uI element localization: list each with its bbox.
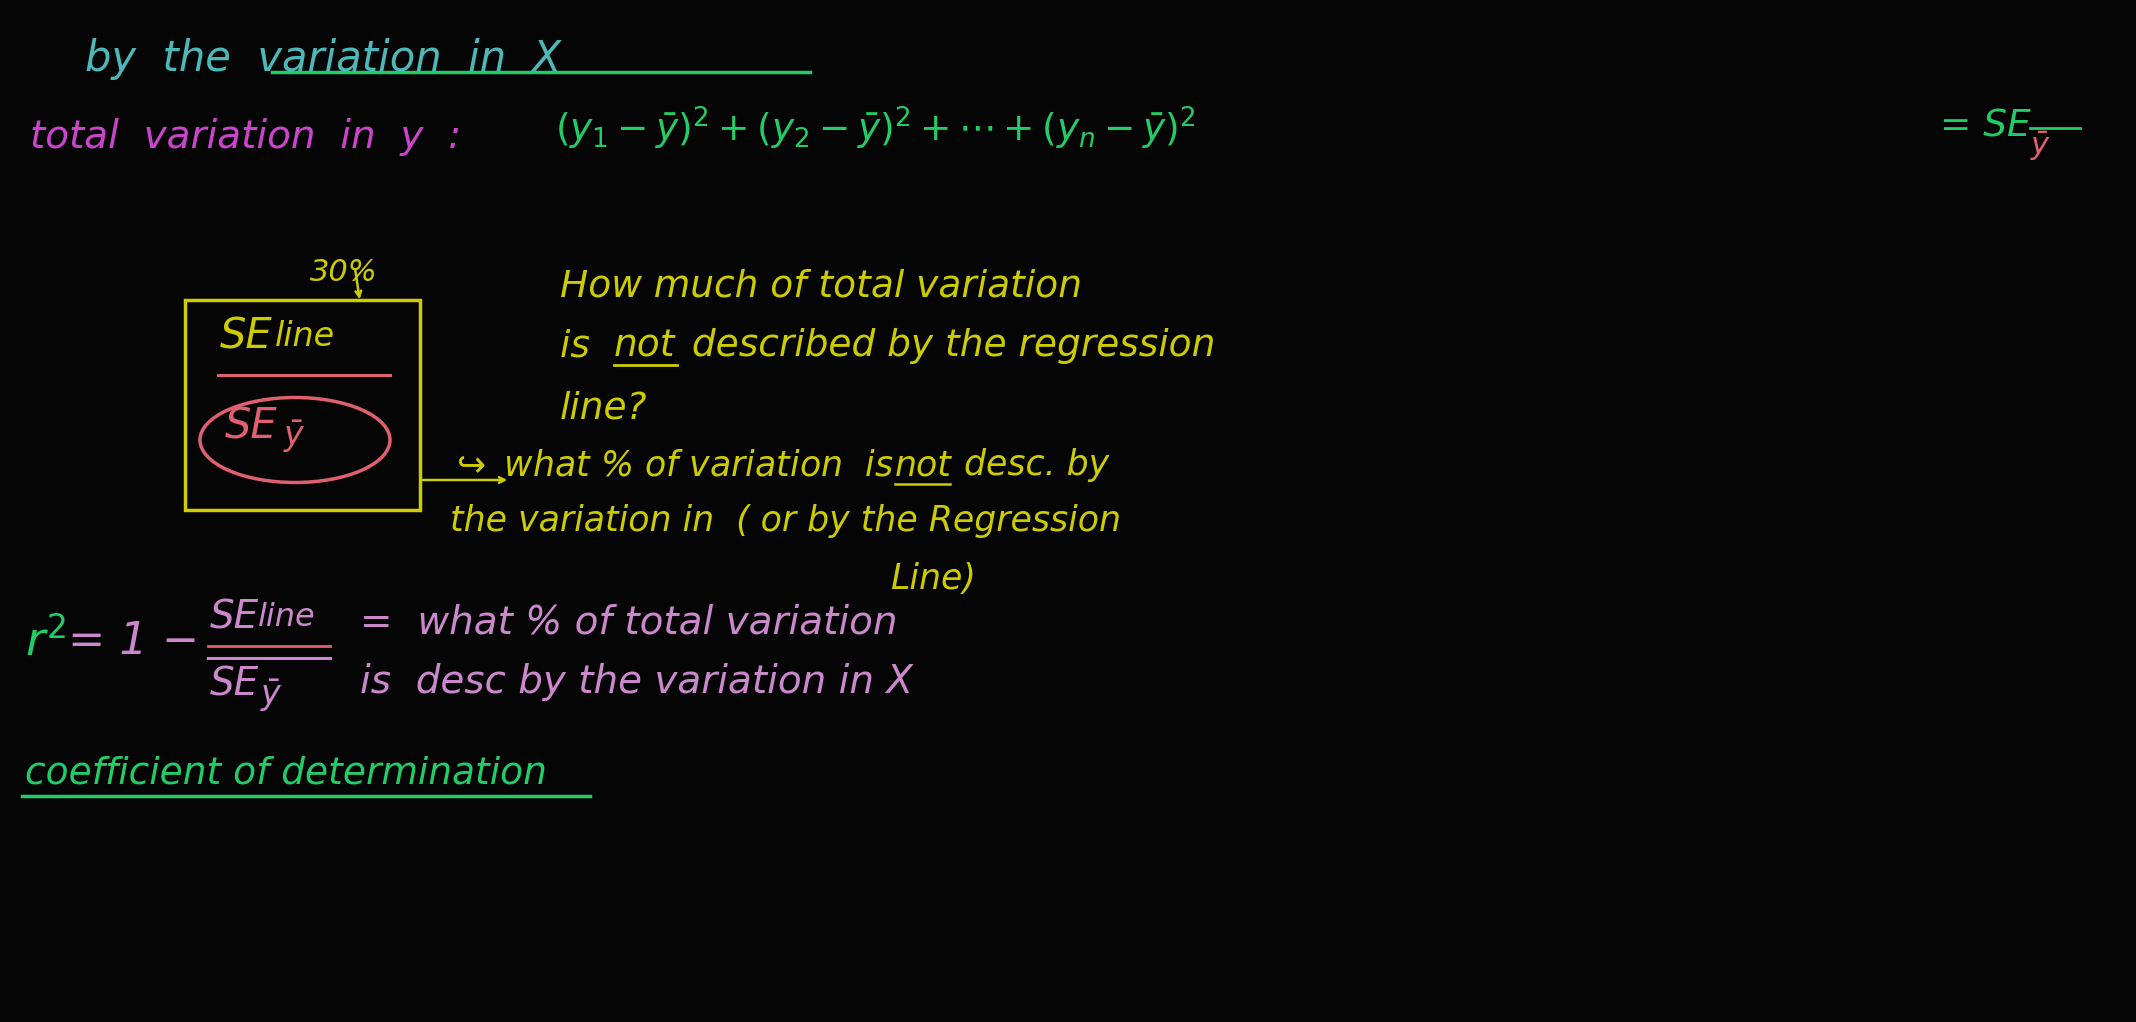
Text: How much of total variation: How much of total variation [560, 268, 1083, 304]
Text: SE: SE [209, 665, 258, 703]
Text: $(y_1-\bar{y})^2 + (y_2-\bar{y})^2 + \cdots + (y_n-\bar{y})^2$: $(y_1-\bar{y})^2 + (y_2-\bar{y})^2 + \cd… [555, 105, 1196, 152]
Text: coefficient of determination: coefficient of determination [26, 755, 547, 791]
Text: = 1 −: = 1 − [68, 620, 199, 663]
Text: $\hookrightarrow$ what % of variation  is: $\hookrightarrow$ what % of variation is [451, 448, 906, 482]
Text: the variation in  ( or by the Regression: the variation in ( or by the Regression [451, 504, 1121, 538]
Text: = SE: = SE [1939, 108, 2031, 144]
Text: is: is [560, 328, 613, 364]
Text: by  the  variation  in  X: by the variation in X [85, 38, 562, 80]
Text: described by the regression: described by the regression [679, 328, 1215, 364]
Text: $\bar{y}$: $\bar{y}$ [261, 677, 282, 713]
Text: $\bar{y}$: $\bar{y}$ [282, 418, 305, 455]
Text: line: line [258, 602, 316, 633]
Text: is  desc by the variation in X: is desc by the variation in X [361, 663, 912, 701]
Text: total  variation  in  y  :: total variation in y : [30, 118, 461, 156]
Text: 30%: 30% [310, 258, 378, 287]
Text: line?: line? [560, 390, 647, 426]
Text: desc. by: desc. by [953, 448, 1109, 482]
Text: not: not [895, 448, 953, 482]
Text: Line): Line) [891, 562, 976, 596]
Bar [186, 300, 421, 510]
Text: SE: SE [224, 405, 278, 447]
Text: =  what % of total variation: = what % of total variation [361, 603, 897, 641]
Text: SE: SE [209, 598, 258, 636]
Text: $r^2$: $r^2$ [26, 618, 66, 665]
Text: $\bar{y}$: $\bar{y}$ [2029, 130, 2051, 164]
Text: SE: SE [220, 315, 273, 357]
Text: line: line [276, 320, 335, 353]
Text: not: not [613, 328, 675, 364]
